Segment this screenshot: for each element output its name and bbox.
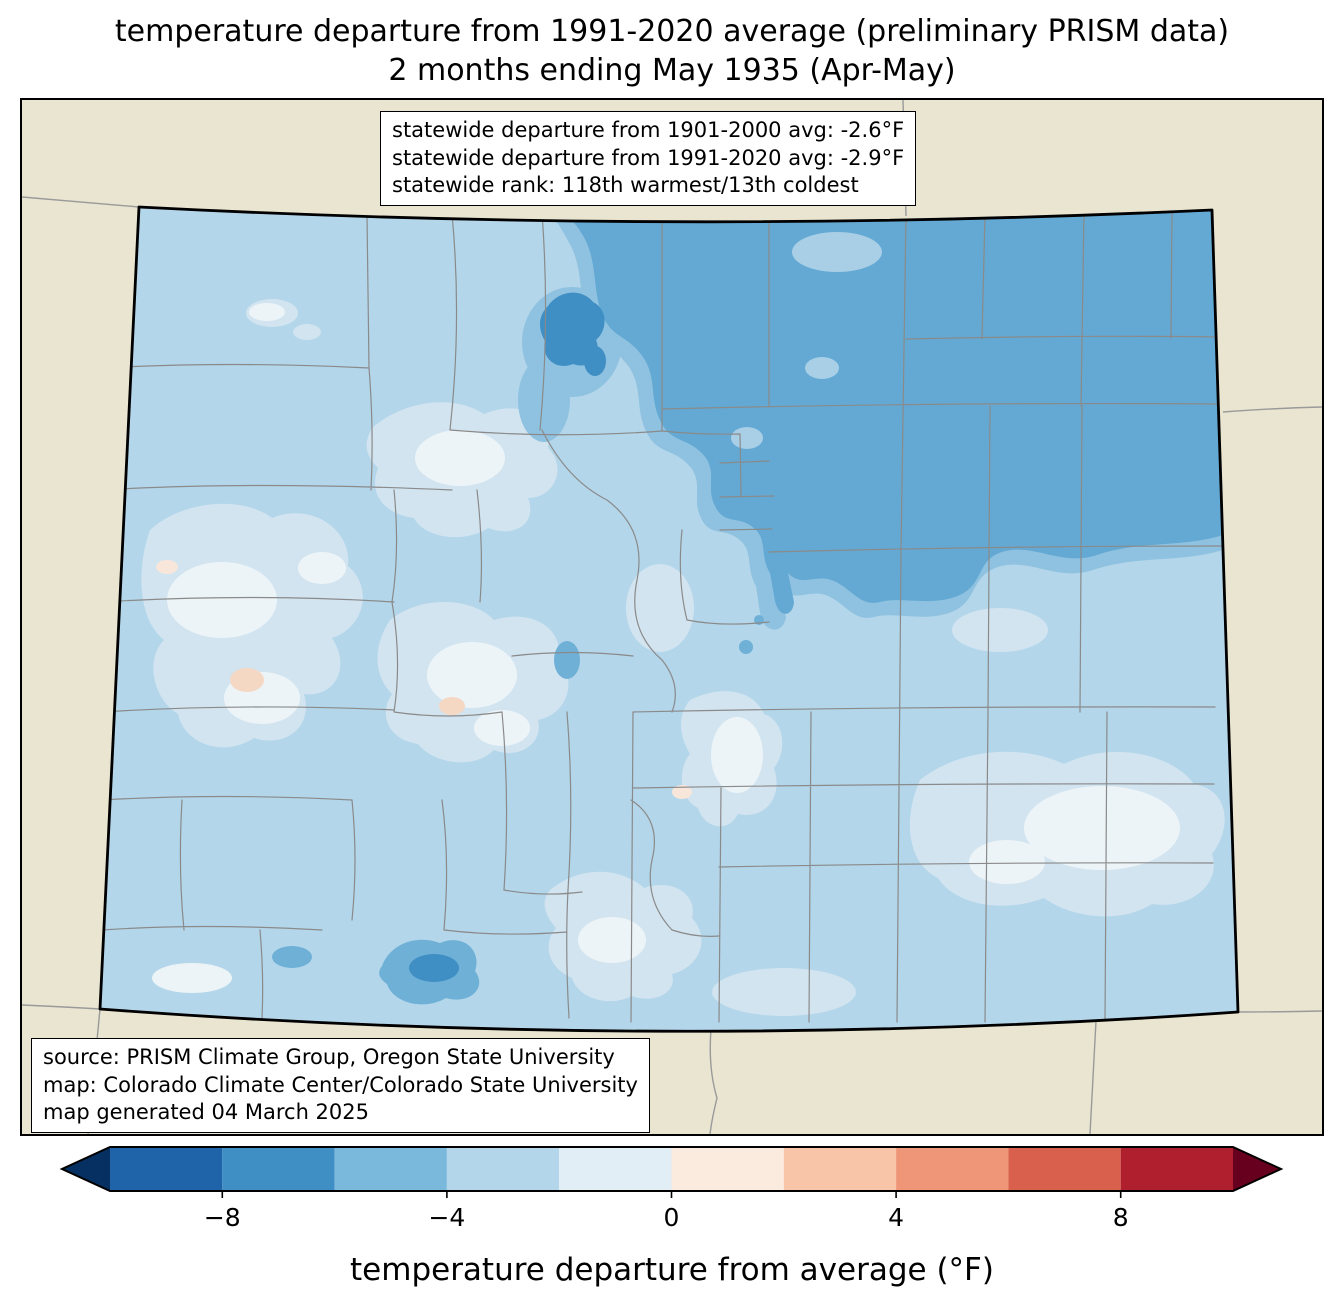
county-borders	[101, 210, 1231, 1023]
colorbar-segments	[62, 1147, 1281, 1191]
colorbar-segment	[559, 1147, 672, 1191]
tick-label: 0	[664, 1203, 680, 1232]
stats-line-3: statewide rank: 118th warmest/13th colde…	[392, 173, 859, 197]
tick-label: 8	[1113, 1203, 1129, 1232]
colorbar-outline	[59, 1146, 1284, 1192]
source-line-3: map generated 04 March 2025	[43, 1100, 370, 1124]
warm-spots	[156, 560, 692, 799]
tick-label: 4	[888, 1203, 904, 1232]
source-credit-box: source: PRISM Climate Group, Oregon Stat…	[31, 1038, 650, 1133]
colorbar-tick-labels: −8 −4 0 4 8	[204, 1203, 1129, 1232]
colorbar-segment	[334, 1147, 447, 1191]
title-line-2: 2 months ending May 1935 (Apr-May)	[388, 53, 956, 88]
colorbar-ticks	[221, 1191, 1122, 1198]
mild-patch-cores	[152, 303, 1180, 993]
source-line-1: source: PRISM Climate Group, Oregon Stat…	[43, 1045, 615, 1069]
cold-region-light-spots	[731, 232, 882, 449]
colorbar-left-arrow	[62, 1147, 110, 1191]
colorbar-segment	[783, 1147, 897, 1191]
stats-line-2: statewide departure from 1991-2020 avg: …	[392, 145, 905, 170]
colorbar-segment	[222, 1147, 335, 1191]
colorbar-segment	[110, 1147, 223, 1191]
colorbar-segment	[671, 1147, 784, 1191]
colorbar-segment	[1120, 1147, 1233, 1191]
colorbar: −8 −4 0 4 8 temperature departure from a…	[59, 1146, 1284, 1288]
cold-region	[562, 210, 1223, 614]
colorado-state-border	[98, 205, 1240, 1033]
colorbar-axis-label: temperature departure from average (°F)	[350, 1252, 994, 1288]
figure-title: temperature departure from 1991-2020 ave…	[0, 12, 1344, 90]
statewide-stats-box: statewide departure from 1901-2000 avg: …	[380, 111, 917, 206]
map-frame: statewide departure from 1901-2000 avg: …	[20, 98, 1324, 1136]
colorbar-right-arrow	[1233, 1147, 1281, 1191]
colorbar-segment	[896, 1147, 1009, 1191]
cold-core-spots	[409, 292, 606, 982]
colorbar-segment	[1008, 1147, 1121, 1191]
tick-label: −4	[428, 1203, 465, 1232]
colorbar-segment	[446, 1147, 560, 1191]
title-line-1: temperature departure from 1991-2020 ave…	[114, 14, 1230, 49]
stats-line-1: statewide departure from 1901-2000 avg: …	[392, 118, 905, 142]
source-line-2: map: Colorado Climate Center/Colorado St…	[43, 1072, 638, 1097]
tick-label: −8	[204, 1203, 241, 1232]
colorado-map	[22, 100, 1322, 1134]
